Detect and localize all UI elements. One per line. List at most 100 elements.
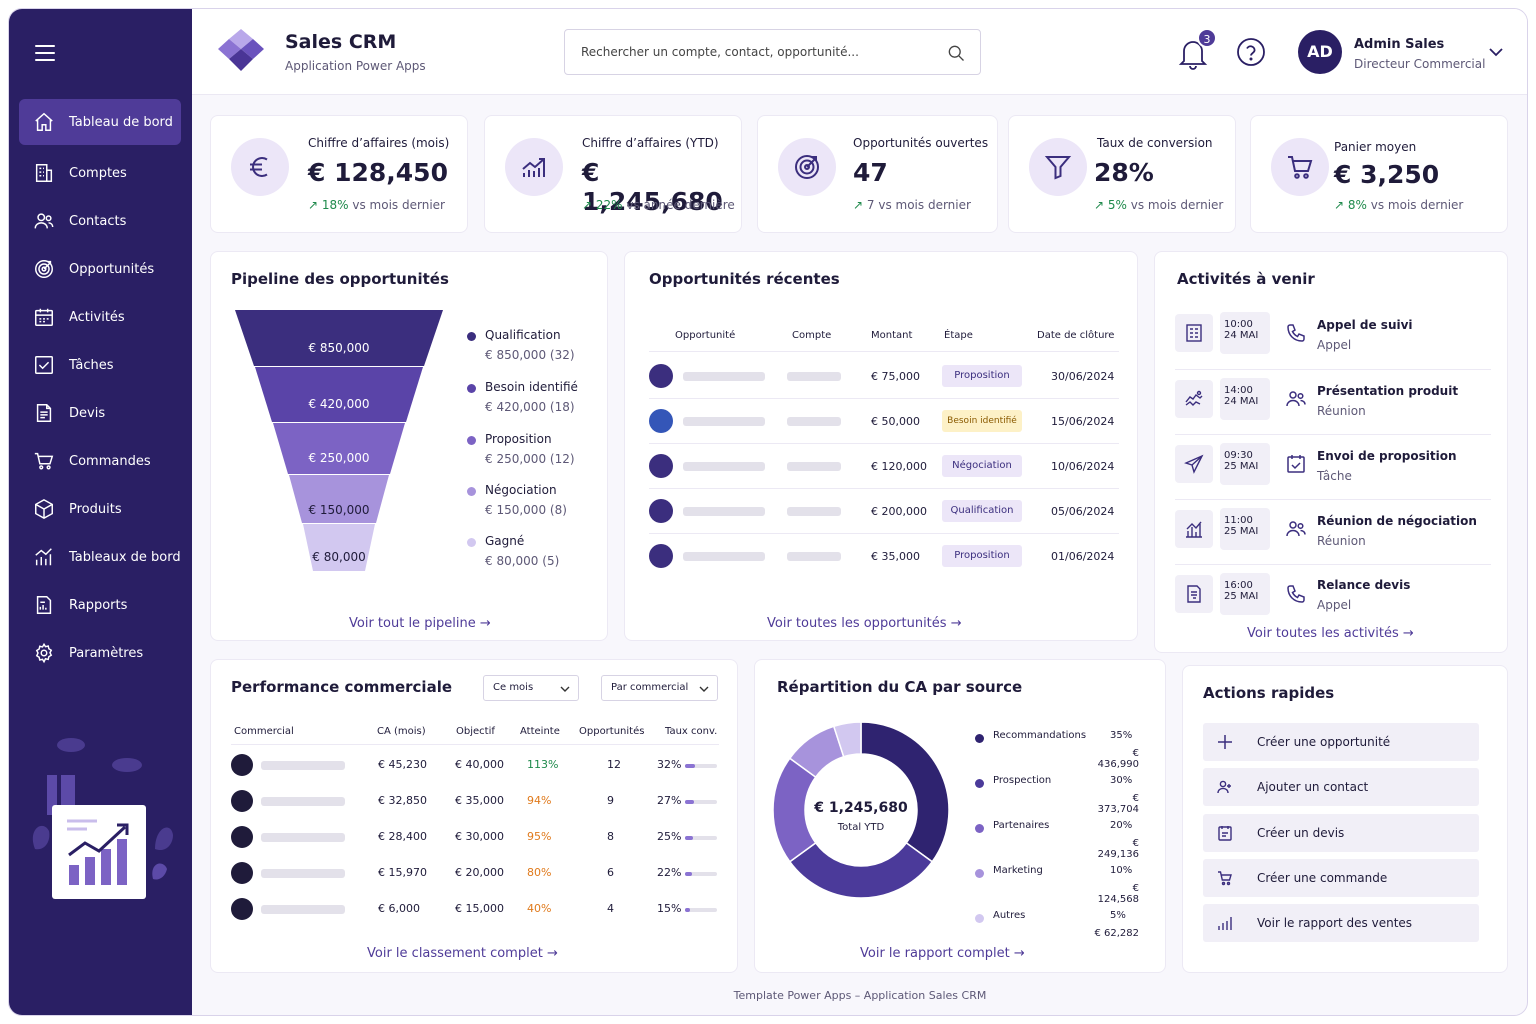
- close-date: 30/06/2024: [1051, 370, 1115, 383]
- search-icon[interactable]: [946, 43, 966, 63]
- legend-name: Proposition: [485, 432, 552, 446]
- legend-value: € 420,000 (18): [485, 400, 575, 414]
- view-report-link[interactable]: Voir le rapport complet →: [860, 946, 1025, 961]
- stage-badge: Proposition: [942, 365, 1022, 387]
- donut-chart: [772, 721, 950, 899]
- avatar[interactable]: AD: [1298, 30, 1342, 74]
- legend-percent: 10%: [1110, 865, 1133, 876]
- sidebar-item-commandes[interactable]: Commandes: [19, 437, 181, 485]
- add-user-icon: [1217, 780, 1231, 794]
- building-doc-icon: [1186, 324, 1202, 342]
- kpi-card-revenue-ytd: Chiffre d’affaires (YTD) € 1,245,680 ↗ 2…: [484, 115, 742, 233]
- view-pipeline-link[interactable]: Voir tout le pipeline →: [349, 616, 491, 631]
- menu-icon[interactable]: [35, 45, 55, 61]
- search-input[interactable]: [565, 30, 925, 74]
- legend-value: € 80,000 (5): [485, 554, 560, 568]
- create-opportunity-button[interactable]: Créer une opportunité: [1203, 723, 1479, 761]
- activity-time: 09:30: [1224, 450, 1253, 461]
- building-icon: [649, 499, 673, 523]
- view-activities-link[interactable]: Voir toutes les activités →: [1247, 626, 1414, 641]
- group-select[interactable]: Par commercial: [601, 675, 718, 701]
- funnel-stage-proposition[interactable]: [273, 423, 405, 474]
- document-icon: [36, 404, 52, 422]
- create-quote-button[interactable]: Créer un devis: [1203, 814, 1479, 852]
- legend-value: € 62,282: [1094, 928, 1139, 939]
- amount: € 35,000: [871, 550, 920, 563]
- action-label: Voir le rapport des ventes: [1257, 916, 1413, 930]
- sales-report-button[interactable]: Voir le rapport des ventes: [1203, 904, 1479, 942]
- top-header: Sales CRM Application Power Apps 3 AD Ad…: [192, 9, 1527, 95]
- kpi-delta-text: vs année dernière: [626, 198, 735, 212]
- sidebar-item-devis[interactable]: Devis: [19, 389, 181, 437]
- sidebar-item-produits[interactable]: Produits: [19, 485, 181, 533]
- action-label: Créer un devis: [1257, 826, 1345, 840]
- kpi-delta: ↗ 7 vs mois dernier: [853, 198, 971, 212]
- donut-slice-prospection[interactable]: [788, 841, 934, 899]
- sidebar-item-parametres[interactable]: Paramètres: [19, 629, 181, 677]
- sidebar-item-contacts[interactable]: Contacts: [19, 197, 181, 245]
- users-icon: [1286, 521, 1306, 537]
- kpi-delta: ↗ 18% vs mois dernier: [308, 198, 445, 212]
- sidebar-item-comptes[interactable]: Comptes: [19, 149, 181, 197]
- chevron-down-icon[interactable]: [1488, 45, 1504, 59]
- funnel-stage-besoin[interactable]: [255, 367, 423, 422]
- help-icon[interactable]: [1236, 37, 1266, 67]
- revenue: € 28,400: [378, 830, 427, 843]
- kpi-delta-text: vs mois dernier: [352, 198, 445, 212]
- building-icon: [35, 164, 53, 182]
- sidebar-item-taches[interactable]: Tâches: [19, 341, 181, 389]
- recent-opportunities-card: Opportunités récentes Opportunité Compte…: [624, 251, 1138, 641]
- funnel-stage-qualification[interactable]: [235, 310, 443, 366]
- target: € 30,000: [455, 830, 504, 843]
- legend-name: Négociation: [485, 483, 557, 497]
- column-header: Atteinte: [520, 726, 560, 737]
- create-order-button[interactable]: Créer une commande: [1203, 859, 1479, 897]
- conversion-bar: [685, 908, 717, 912]
- view-opportunities-link[interactable]: Voir toutes les opportunités →: [767, 616, 962, 631]
- revenue: € 45,230: [378, 758, 427, 771]
- funnel-label: € 420,000: [308, 397, 370, 411]
- handshake-icon: [1185, 390, 1203, 406]
- conversion-bar: [685, 836, 717, 840]
- kpi-value: 47: [853, 158, 888, 187]
- bell-icon[interactable]: [1177, 35, 1209, 71]
- activity-time: 16:00: [1224, 580, 1253, 591]
- add-contact-button[interactable]: Ajouter un contact: [1203, 768, 1479, 806]
- donut-slice-autres[interactable]: [832, 721, 862, 758]
- legend-name: Prospection: [993, 775, 1052, 786]
- sidebar-item-activites[interactable]: Activités: [19, 293, 181, 341]
- legend-percent: 30%: [1110, 775, 1133, 786]
- close-date: 01/06/2024: [1051, 550, 1115, 563]
- arrow-right-icon: →: [1013, 946, 1025, 961]
- amount: € 120,000: [871, 460, 927, 473]
- opportunities: 6: [607, 866, 614, 879]
- avatar: [231, 862, 253, 884]
- column-header: Date de clôture: [1037, 330, 1115, 341]
- arrow-up-right-icon: ↗: [308, 198, 319, 212]
- amount: € 75,000: [871, 370, 920, 383]
- cart-icon: [34, 452, 54, 470]
- sidebar-item-rapports[interactable]: Rapports: [19, 581, 181, 629]
- kpi-delta-text: vs mois dernier: [1130, 198, 1224, 212]
- footer-text: Template Power Apps – Application Sales …: [733, 989, 987, 1002]
- user-role: Directeur Commercial: [1354, 57, 1486, 71]
- sidebar-item-opportunites[interactable]: Opportunités: [19, 245, 181, 293]
- upcoming-activities-card: Activités à venir 10:00 24 MAI Appel de s…: [1154, 251, 1508, 653]
- sidebar-item-tableaux-de-bord[interactable]: Tableaux de bord: [19, 533, 181, 581]
- period-select[interactable]: Ce mois: [483, 675, 579, 701]
- funnel-stage-negociation[interactable]: [289, 475, 389, 523]
- funnel-stage-gagne[interactable]: [303, 524, 375, 571]
- legend-dot: [975, 869, 984, 878]
- building-icon: [649, 364, 673, 388]
- target: € 40,000: [455, 758, 504, 771]
- sidebar-item-tableau-de-bord[interactable]: Tableau de bord: [19, 99, 181, 145]
- kpi-value: € 3,250: [1334, 160, 1440, 189]
- kpi-value: 28%: [1094, 158, 1154, 187]
- donut-slice-recommandations[interactable]: [860, 721, 950, 863]
- view-ranking-link[interactable]: Voir le classement complet →: [367, 946, 558, 961]
- sidebar-nav: Tableau de bord Comptes Contacts Opportu…: [19, 99, 181, 677]
- funnel-label: € 150,000: [308, 503, 370, 517]
- avatar: [231, 790, 253, 812]
- legend-percent: 35%: [1110, 730, 1133, 741]
- column-header: Étape: [944, 330, 973, 341]
